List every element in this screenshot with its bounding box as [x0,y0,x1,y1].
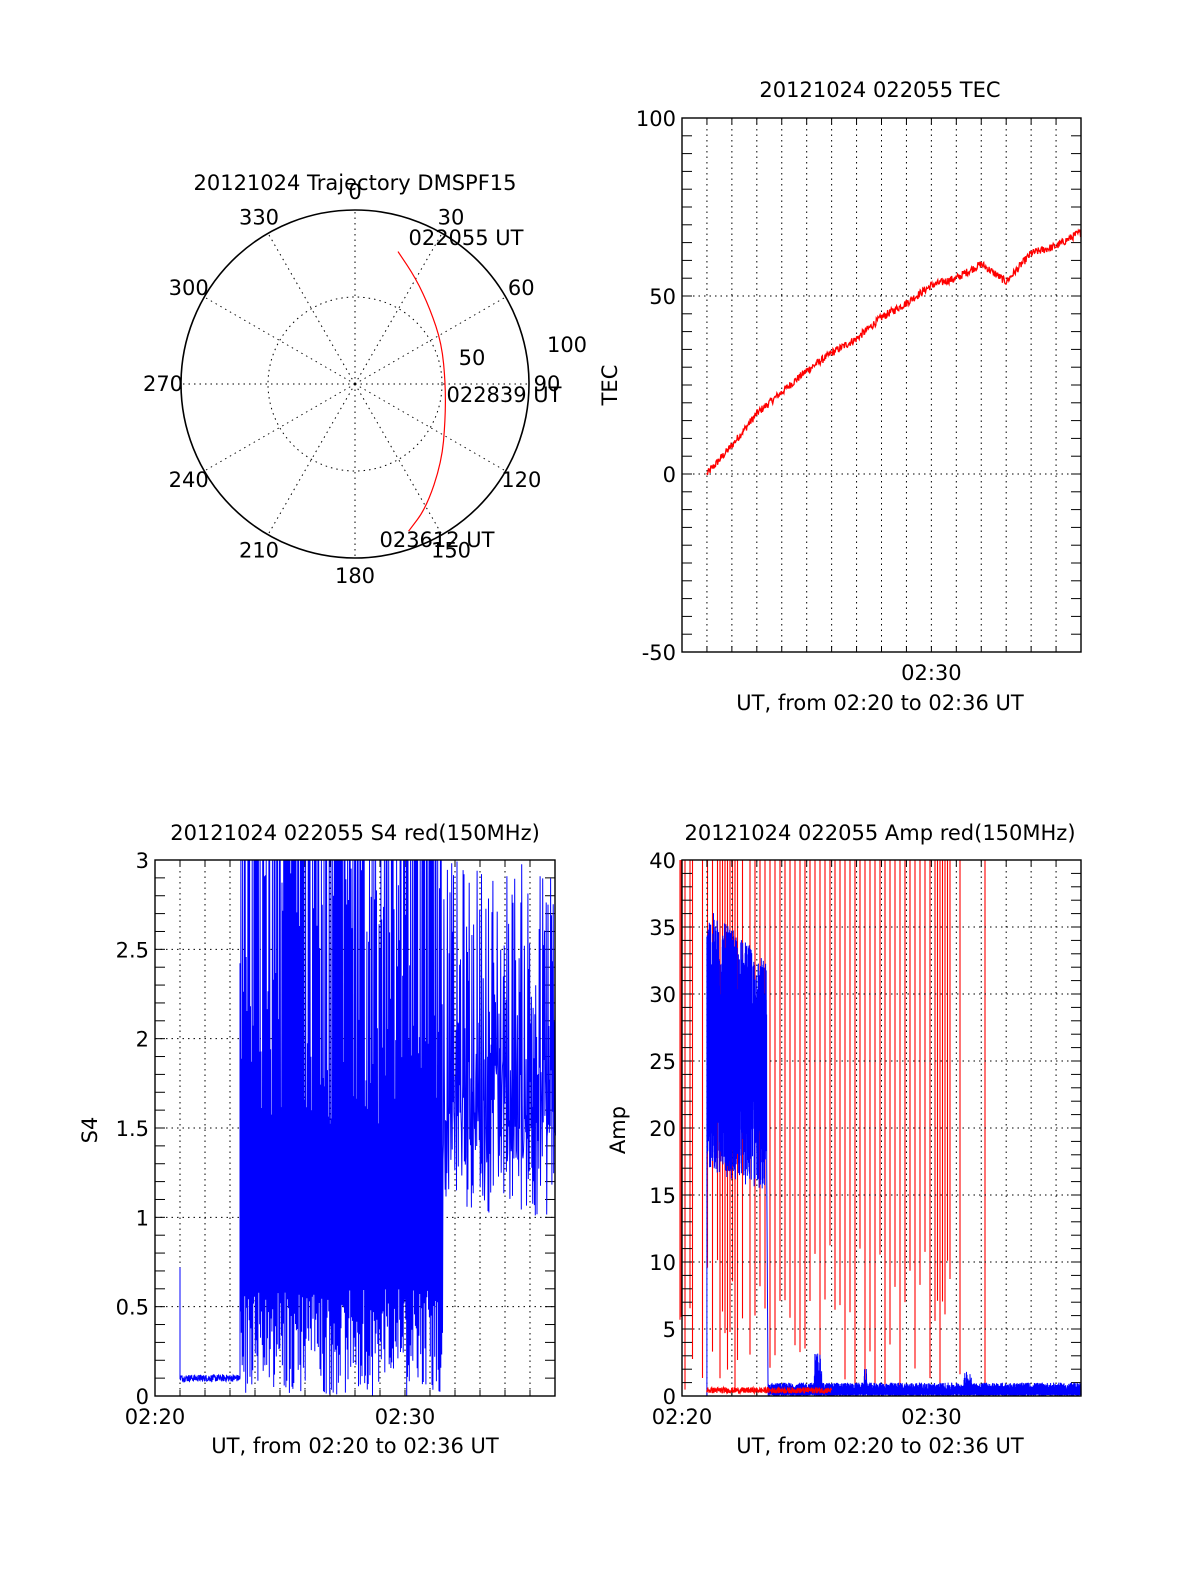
amp-xlabel: UT, from 02:20 to 02:36 UT [736,1434,1024,1458]
polar-trajectory-chart: 20121024 Trajectory DMSPF15 0 30 60 90 120 15… [143,171,587,588]
polar-ring-50 [267,296,443,472]
polar-spoke-60 [354,296,506,385]
ytick-label: 0 [663,463,676,487]
ytick-label: 35 [649,916,676,940]
polar-angle-label: 90 [534,372,561,396]
polar-angle-label: 150 [431,538,471,562]
ytick-label: 100 [636,107,676,131]
polar-angle-label: 60 [508,276,535,300]
polar-spoke-30 [354,233,443,385]
ytick-label: 0 [663,1385,676,1409]
ytick-label: 40 [649,849,676,873]
s4-ylabel: S4 [78,1117,102,1144]
xtick-label: 02:30 [901,1405,962,1429]
polar-grid [180,209,530,559]
polar-outer-ring [180,209,530,559]
ytick-label: 1.5 [116,1117,149,1141]
s4-title: 20121024 022055 S4 red(150MHz) [170,821,540,845]
xtick-label: 02:30 [375,1405,436,1429]
polar-angle-label: 210 [239,538,279,562]
amp-blue-line [706,913,1082,1397]
tec-grid [681,117,1082,653]
polar-spoke-330 [267,233,356,385]
polar-angle-label: 240 [169,468,209,492]
tec-tick-labels: 100 50 0 -50 02:30 [636,107,962,685]
polar-angle-label: 180 [335,564,375,588]
polar-radial-label-50: 50 [459,346,486,370]
s4-blue-series [179,859,556,1396]
polar-spoke-240 [204,383,356,472]
amp-chart: 20121024 022055 Amp red(150MHz) 40 35 30 25… [606,821,1082,1458]
amp-ylabel: Amp [606,1106,630,1154]
ytick-label: 2 [136,1028,149,1052]
polar-angle-label: 330 [239,206,279,230]
polar-spoke-210 [267,383,356,535]
tec-title: 20121024 022055 TEC [759,78,1000,102]
tec-xlabel: UT, from 02:20 to 02:36 UT [736,691,1024,715]
polar-angle-label: 300 [169,276,209,300]
s4-tick-labels: 3 2.5 2 1.5 1 0.5 002:20 02:30 [116,849,436,1429]
tec-series-line [706,228,1082,476]
trajectory-line [397,251,447,532]
amp-frame [681,859,1082,1397]
amp-tick-labels: 40 35 30 25 20 15 10 5 002:20 02:30 [649,849,961,1429]
s4-blue-line [179,859,556,1396]
ytick-label: 3 [136,849,149,873]
tec-chart: 20121024 022055 TEC 100 50 0 -50 02:30 TEC U… [598,78,1082,715]
ytick-label: 1 [136,1206,149,1230]
ytick-label: 30 [649,983,676,1007]
ytick-label: 50 [649,285,676,309]
s4-chart: 20121024 022055 S4 red(150MHz) 3 2.5 2 1.5 1… [78,821,986,1458]
ytick-label: -50 [642,641,676,665]
tec-ylabel: TEC [598,365,622,407]
polar-angle-label: 0 [348,180,361,204]
polar-angle-label: 270 [143,372,183,396]
xtick-label: 02:20 [652,1405,713,1429]
ytick-label: 15 [649,1184,676,1208]
s4-red-series [679,860,986,1395]
ytick-label: 2.5 [116,938,149,962]
amp-red-line [706,1385,833,1396]
polar-spoke-300 [204,296,356,385]
s4-frame [154,859,556,1397]
ytick-label: 20 [649,1117,676,1141]
polar-angle-label: 120 [501,468,541,492]
ytick-label: 10 [649,1251,676,1275]
trajectory-mid-label: 022839 UT [446,383,561,407]
polar-radial-label-100: 100 [547,333,587,357]
polar-spoke-120 [354,383,506,472]
tec-frame [681,117,1082,653]
amp-title: 20121024 022055 Amp red(150MHz) [684,821,1075,845]
ytick-label: 25 [649,1050,676,1074]
amp-red-series [706,1385,833,1396]
polar-title: 20121024 Trajectory DMSPF15 [193,171,516,195]
polar-angle-label: 30 [438,206,465,230]
polar-spoke-150 [354,383,443,535]
ytick-label: 0 [136,1385,149,1409]
xtick-label: 02:20 [125,1405,186,1429]
amp-blue-series [706,913,1082,1397]
ytick-label: 5 [663,1318,676,1342]
trajectory-start-label: 022055 UT [408,226,523,250]
trajectory-end-label: 023612 UT [379,528,494,552]
polar-angle-labels: 0 30 60 90 120 150 180 210 240 270 300 330 [143,180,560,588]
ytick-label: 0.5 [116,1296,149,1320]
s4-xlabel: UT, from 02:20 to 02:36 UT [211,1434,499,1458]
xtick-label: 02:30 [901,661,962,685]
